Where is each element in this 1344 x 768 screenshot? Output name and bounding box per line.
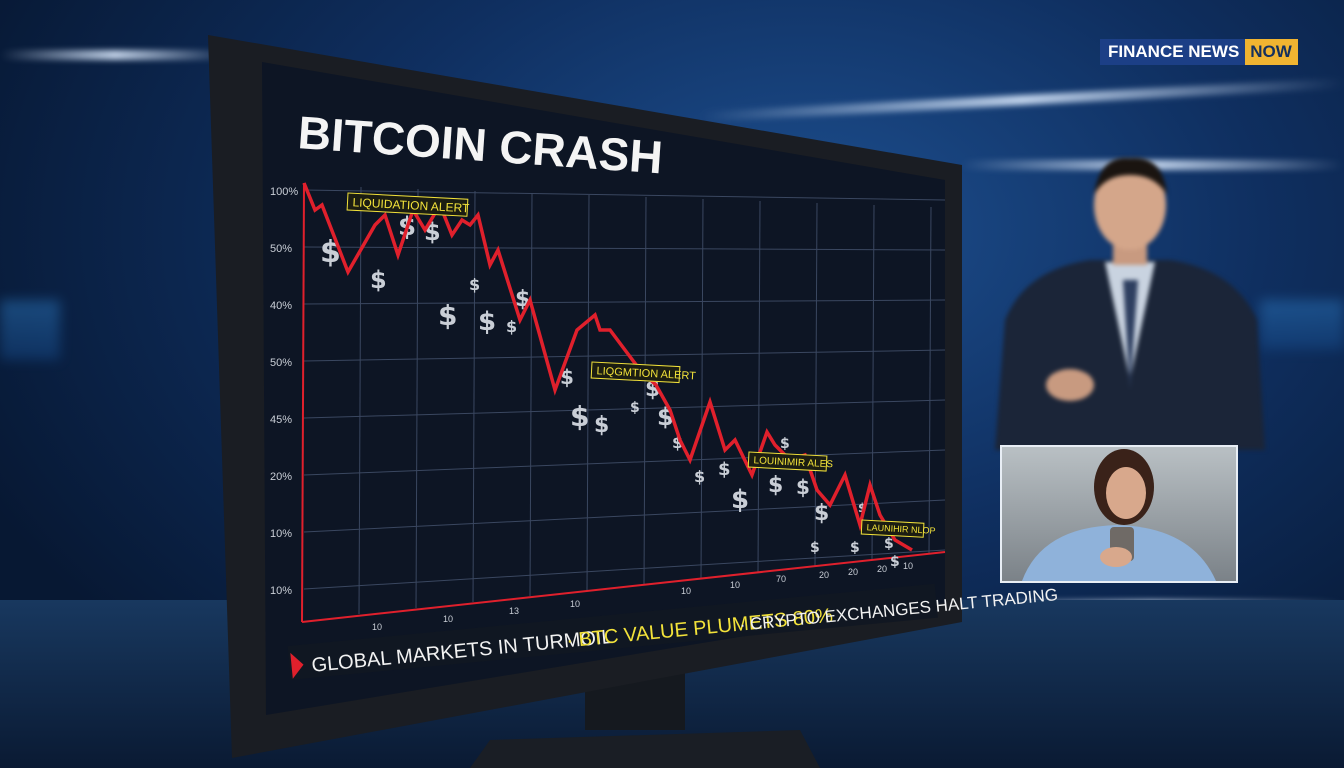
grid-line <box>700 198 704 579</box>
dollar-sign-icon: $ <box>814 501 829 526</box>
y-tick-label: 40% <box>270 300 292 312</box>
liquidation-alert-label: LOUINIMIR ALES <box>753 455 833 470</box>
liquidation-alert-label: LIQUIDATION ALERT <box>352 195 470 215</box>
grid-line <box>928 206 932 555</box>
background-screen-panel <box>1260 300 1344 350</box>
dollar-sign-icon: $ <box>438 299 457 332</box>
dollar-sign-icon: $ <box>850 540 860 556</box>
dollar-sign-icon: $ <box>370 266 387 294</box>
alert-box <box>860 519 925 538</box>
logo-primary: FINANCE NEWS <box>1100 39 1246 65</box>
y-tick-label: 10% <box>270 528 292 540</box>
dollar-sign-icon: $ <box>645 377 660 402</box>
dollar-sign-icon: $ <box>890 554 900 570</box>
dollar-sign-icon: $ <box>796 475 810 499</box>
y-axis-labels: 100% 50% 40% 50% 45% 20% 10% 10% <box>270 186 298 597</box>
dollar-sign-icon: $ <box>768 473 783 498</box>
y-tick-label: 45% <box>270 414 292 426</box>
dollar-symbols: $$$ $$$$$$$$ $$$$$$ $$ $ $$$$ $$$$ <box>320 212 900 570</box>
dollar-sign-icon: $ <box>731 485 749 515</box>
background-screen-panel <box>0 300 60 360</box>
grid-line <box>303 299 946 305</box>
news-anchor <box>995 157 1265 450</box>
alert-box <box>346 192 469 217</box>
x-tick-label: 20 <box>848 567 858 577</box>
alert-box <box>747 451 828 472</box>
dollar-sign-icon: $ <box>718 459 731 480</box>
grid-line <box>757 200 761 573</box>
grid-line <box>643 196 647 585</box>
grid-line <box>529 192 533 597</box>
dollar-sign-icon: $ <box>469 275 480 294</box>
grid-line <box>358 186 362 615</box>
dollar-sign-icon: $ <box>424 218 441 246</box>
chart-grid <box>303 186 946 615</box>
dollar-sign-icon: $ <box>594 413 609 438</box>
dollar-sign-icon: $ <box>858 501 866 515</box>
y-axis <box>301 182 305 623</box>
dollar-sign-icon: $ <box>570 400 589 433</box>
grid-line <box>303 246 946 251</box>
dollar-sign-icon: $ <box>672 433 683 452</box>
channel-logo: FINANCE NEWS NOW <box>1100 39 1298 65</box>
dollar-sign-icon: $ <box>398 212 416 242</box>
logo-accent: NOW <box>1245 39 1298 65</box>
grid-line <box>472 190 476 603</box>
dollar-sign-icon: $ <box>506 317 517 336</box>
studio-floor <box>0 600 1344 768</box>
x-tick-label: 10 <box>730 580 740 590</box>
dollar-sign-icon: $ <box>884 536 894 552</box>
y-tick-label: 50% <box>270 243 292 255</box>
x-tick-label: 70 <box>776 574 786 584</box>
dollar-sign-icon: $ <box>515 287 530 312</box>
grid-line <box>303 399 946 419</box>
grid-line <box>871 204 875 561</box>
light-streak <box>0 50 230 60</box>
woman-illustration <box>1022 449 1216 581</box>
price-line <box>302 182 913 552</box>
grid-line <box>303 189 946 201</box>
grid-line <box>415 188 419 609</box>
liquidation-alert-label: LIQGMTION ALERT <box>596 365 696 382</box>
dollar-sign-icon: $ <box>630 400 640 416</box>
x-tick-label: 20 <box>877 564 887 574</box>
grid-line <box>303 349 946 362</box>
x-tick-label: 20 <box>819 570 829 580</box>
dollar-sign-icon: $ <box>320 235 341 270</box>
dollar-sign-icon: $ <box>694 467 705 486</box>
dollar-sign-icon: $ <box>478 307 496 337</box>
grid-line <box>303 549 946 590</box>
dollar-sign-icon: $ <box>657 403 674 431</box>
alert-labels: LIQUIDATION ALERT LIQGMTION ALERT LOUINIMI… <box>346 192 936 538</box>
liquidation-alert-label: LAUNIHIR NLOP <box>866 522 935 536</box>
grid-line <box>814 202 818 567</box>
x-tick-label: 10 <box>903 561 913 571</box>
grid-line <box>303 499 946 533</box>
screen-title: BITCOIN CRASH <box>296 106 664 183</box>
light-streak <box>700 78 1344 122</box>
y-tick-label: 20% <box>270 471 292 483</box>
y-tick-label: 10% <box>270 585 292 597</box>
dollar-sign-icon: $ <box>560 365 574 389</box>
dollar-sign-icon: $ <box>780 436 790 452</box>
x-tick-label: 10 <box>681 586 691 596</box>
dollar-sign-icon: $ <box>810 540 820 556</box>
inset-video-woman-on-phone <box>1000 445 1238 583</box>
y-tick-label: 50% <box>270 357 292 369</box>
y-tick-label: 100% <box>270 186 298 198</box>
alert-box <box>590 361 681 384</box>
grid-line <box>586 194 590 591</box>
grid-line <box>303 449 946 476</box>
